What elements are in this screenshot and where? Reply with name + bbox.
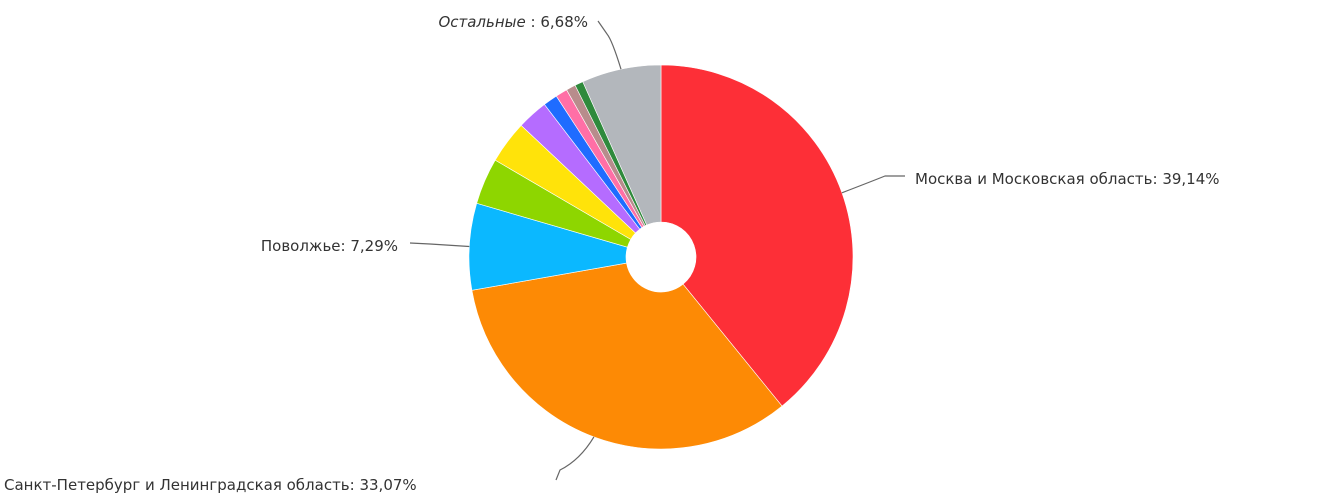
leader-line-2 [555,436,595,481]
slice-2 [471,262,783,450]
slice-1 [660,64,854,407]
leader-line-3 [409,242,470,248]
slice-label-3: Поволжье: 7,29% [261,237,398,255]
pie-slices [468,64,854,450]
slice-11 [582,64,662,226]
leader-lines [409,20,905,481]
slice-labels: Москва и Московская область: 39,14% Санкт… [4,13,1220,494]
leader-line-11 [597,20,622,70]
leader-line-1 [841,175,905,194]
slice-label-11: Остальные : 6,68% [438,13,588,31]
slice-label-1: Москва и Московская область: 39,14% [915,170,1220,188]
slice-label-2: Санкт-Петербург и Ленинградская область:… [4,476,417,494]
